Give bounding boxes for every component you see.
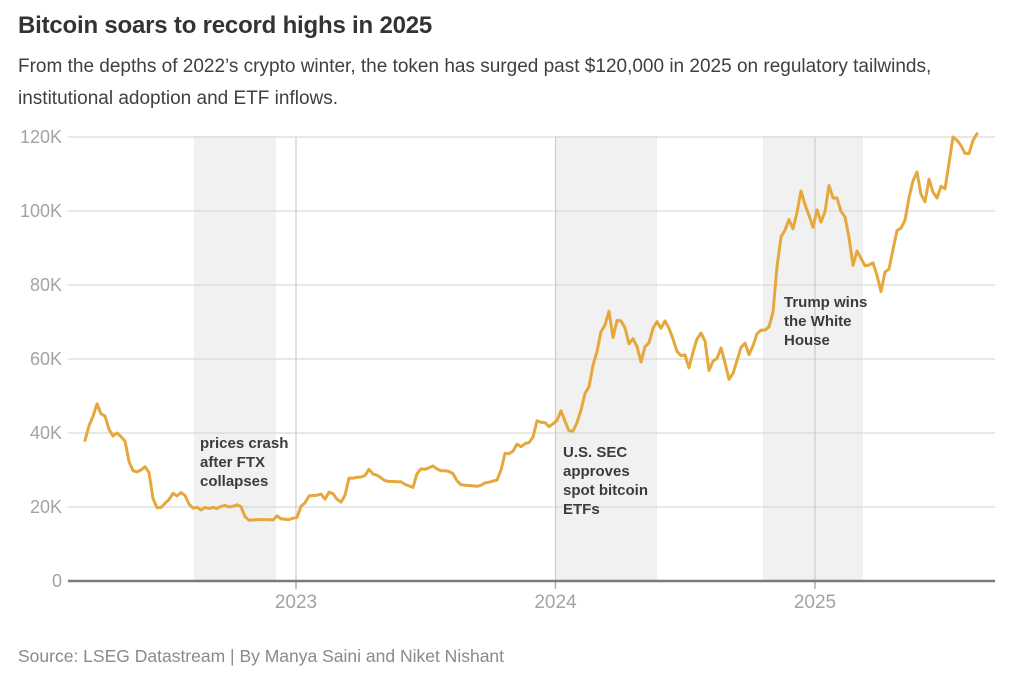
x-tick-label: 2023 bbox=[274, 592, 318, 613]
price-line bbox=[83, 132, 979, 522]
y-tick-label: 60K bbox=[29, 349, 62, 369]
x-tick-label: 2025 bbox=[793, 592, 837, 613]
event-annotation: Trump wins the White House bbox=[784, 294, 868, 349]
y-tick-label: 20K bbox=[29, 497, 62, 517]
event-annotation: U.S. SEC approves spot bitcoin ETFs bbox=[563, 444, 648, 518]
y-tick-label: 0 bbox=[51, 571, 62, 591]
y-tick-label: 100K bbox=[19, 201, 62, 221]
event-annotation: prices crash after FTX collapses bbox=[200, 435, 289, 490]
x-tick-label: 2024 bbox=[534, 592, 577, 613]
y-tick-label: 40K bbox=[29, 423, 62, 443]
chart-title: Bitcoin soars to record highs in 2025 bbox=[18, 12, 433, 39]
source-byline: Source: LSEG Datastream | By Manya Saini… bbox=[18, 646, 505, 666]
y-tick-label: 120K bbox=[19, 127, 62, 147]
y-tick-label: 80K bbox=[29, 275, 62, 295]
chart-subtitle: From the depths of 2022’s crypto winter,… bbox=[18, 56, 932, 109]
